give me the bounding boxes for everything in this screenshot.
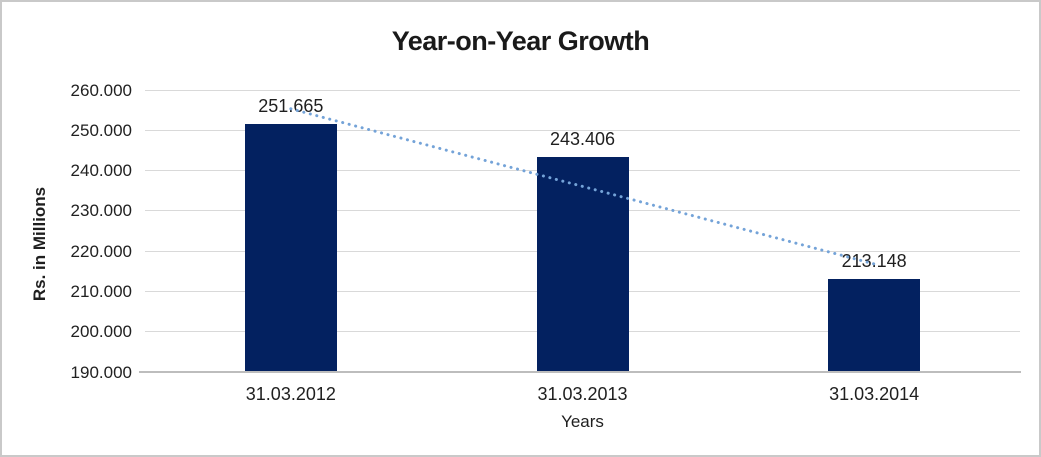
y-axis-tick-label: 260.000 bbox=[70, 80, 132, 100]
gridline bbox=[145, 89, 1020, 91]
y-axis-tick-label: 190.000 bbox=[70, 362, 132, 382]
data-label: 213.148 bbox=[841, 250, 907, 271]
bar bbox=[244, 123, 337, 371]
y-axis-tick-label: 220.000 bbox=[70, 241, 132, 261]
x-axis-title: Years bbox=[561, 412, 604, 431]
y-axis-tick-label: 250.000 bbox=[70, 120, 132, 140]
data-label: 251.665 bbox=[258, 95, 324, 116]
bar bbox=[536, 156, 629, 371]
x-axis-line bbox=[139, 371, 1021, 373]
category-label: 31.03.2014 bbox=[829, 384, 920, 404]
y-axis-tick-label: 210.000 bbox=[70, 281, 132, 301]
category-label: 31.03.2012 bbox=[245, 384, 336, 404]
category-label: 31.03.2013 bbox=[537, 384, 628, 404]
bar bbox=[828, 278, 921, 371]
y-axis-tick-label: 240.000 bbox=[70, 161, 132, 181]
chart-title: Year-on-Year Growth bbox=[391, 26, 650, 56]
y-axis-tick-label: 200.000 bbox=[70, 322, 132, 342]
data-label: 243.406 bbox=[549, 128, 616, 149]
y-axis-tick-label: 230.000 bbox=[70, 201, 132, 221]
